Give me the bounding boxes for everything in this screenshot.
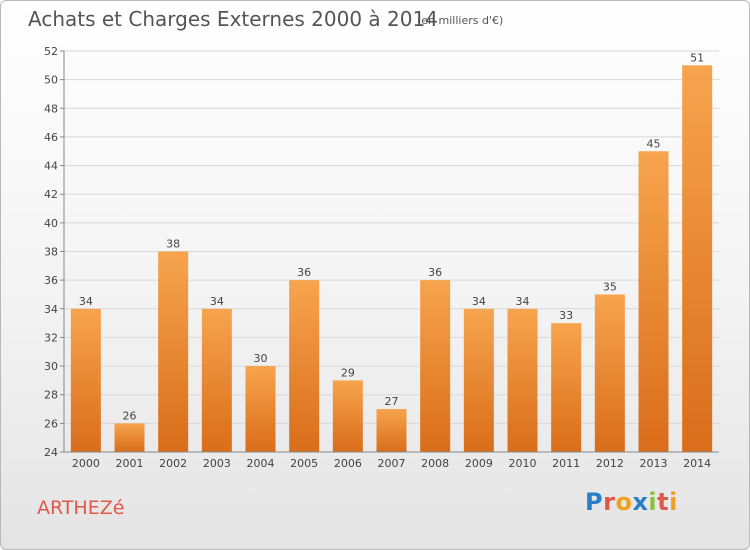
data-label: 34 — [472, 295, 486, 308]
x-tick-label: 2009 — [465, 457, 493, 470]
x-tick-label: 2004 — [247, 457, 275, 470]
place-name: ARTHEZé — [37, 497, 125, 519]
x-tick-label: 2002 — [159, 457, 187, 470]
y-tick-label: 26 — [44, 417, 58, 430]
y-tick-label: 46 — [44, 131, 58, 144]
axes: 24 26 28 30 32 34 36 38 40 42 44 46 48 50 52 2000 2001 20… — [44, 45, 719, 470]
x-tick-label: 2014 — [683, 457, 711, 470]
x-tick-label: 2006 — [334, 457, 362, 470]
proxiti-logo: Proxiti — [585, 488, 678, 516]
x-tick-label: 2011 — [552, 457, 580, 470]
logo-letter: x — [632, 488, 649, 516]
x-tick-label: 2012 — [596, 457, 624, 470]
y-tick-label: 40 — [44, 217, 58, 230]
data-label: 34 — [516, 295, 530, 308]
bar — [682, 65, 713, 453]
x-tick-label: 2013 — [640, 457, 668, 470]
data-label: 35 — [603, 280, 617, 293]
bars — [70, 65, 713, 453]
x-tick-label: 2000 — [72, 457, 100, 470]
y-tick-label: 48 — [44, 102, 58, 115]
bar — [201, 308, 232, 452]
data-label: 36 — [428, 266, 442, 279]
data-label: 34 — [79, 295, 93, 308]
y-tick-label: 24 — [44, 446, 58, 459]
chart-subtitle: (en milliers d'€) — [417, 14, 504, 27]
logo-letter: i — [669, 488, 678, 516]
bar — [507, 308, 538, 452]
bar — [420, 280, 451, 452]
y-tick-label: 38 — [44, 246, 58, 259]
data-label: 34 — [210, 295, 224, 308]
data-label: 30 — [254, 352, 268, 365]
data-label: 33 — [559, 309, 573, 322]
x-tick-label: 2005 — [290, 457, 318, 470]
y-tick-label: 52 — [44, 45, 58, 58]
logo-letter: o — [615, 488, 633, 516]
bar — [551, 323, 582, 452]
bar — [289, 280, 320, 452]
y-tick-label: 32 — [44, 331, 58, 344]
data-label: 26 — [123, 409, 137, 422]
y-tick-label: 34 — [44, 303, 58, 316]
data-labels: 34 26 38 34 30 36 29 27 36 34 34 33 35 45 51 — [79, 51, 704, 422]
chart-title: Achats et Charges Externes 2000 à 2014 — [28, 7, 438, 31]
x-tick-label: 2008 — [421, 457, 449, 470]
data-label: 51 — [690, 51, 704, 64]
data-label: 45 — [647, 137, 661, 150]
bar — [594, 294, 625, 452]
data-label: 36 — [297, 266, 311, 279]
y-tick-label: 50 — [44, 74, 58, 87]
x-tick-label: 2010 — [509, 457, 537, 470]
bar — [332, 380, 363, 452]
bar — [245, 366, 276, 452]
logo-letter: t — [657, 488, 670, 516]
data-label: 27 — [385, 395, 399, 408]
bar — [376, 409, 407, 452]
logo-letter: P — [585, 488, 604, 516]
y-tick-label: 28 — [44, 389, 58, 402]
x-tick-label: 2003 — [203, 457, 231, 470]
y-tick-label: 44 — [44, 160, 58, 173]
data-label: 29 — [341, 366, 355, 379]
y-tick-label: 36 — [44, 274, 58, 287]
data-label: 38 — [166, 238, 180, 251]
x-tick-label: 2001 — [116, 457, 144, 470]
bar — [114, 423, 145, 452]
logo-letter: r — [603, 488, 616, 516]
x-tick-label: 2007 — [378, 457, 406, 470]
y-tick-label: 30 — [44, 360, 58, 373]
bar — [70, 308, 101, 452]
bar — [638, 151, 669, 452]
logo-letter: i — [648, 488, 658, 516]
bar — [463, 308, 494, 452]
y-tick-label: 42 — [44, 188, 58, 201]
bar — [158, 251, 189, 452]
